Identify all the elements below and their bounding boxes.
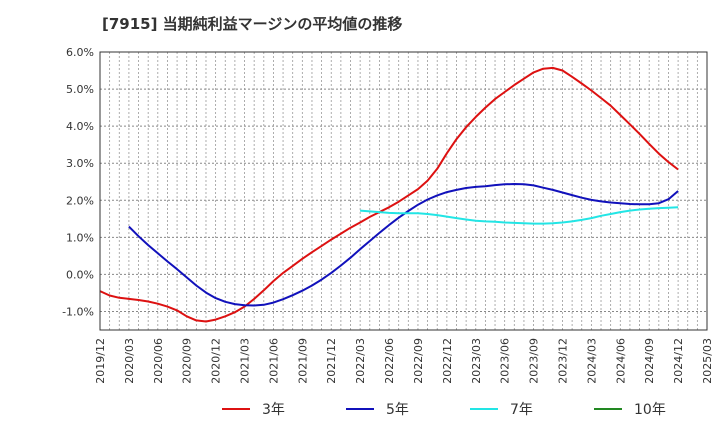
- x-tick-label: 2021/12: [325, 338, 338, 384]
- x-tick-label: 2020/06: [152, 338, 165, 384]
- x-tick-label: 2024/09: [643, 338, 656, 384]
- legend-label: 5年: [386, 402, 409, 418]
- legend-label: 10年: [634, 402, 666, 418]
- x-tick-label: 2022/09: [412, 338, 425, 384]
- y-tick-label: 0.0%: [66, 268, 94, 281]
- chart-title: [7915] 当期純利益マージンの平均値の推移: [102, 15, 403, 33]
- legend-label: 3年: [262, 402, 285, 418]
- x-tick-label: 2021/09: [296, 338, 309, 384]
- x-tick-label: 2020/12: [210, 338, 223, 384]
- x-tick-label: 2022/06: [383, 338, 396, 384]
- x-tick-label: 2022/12: [441, 338, 454, 384]
- x-tick-label: 2024/06: [614, 338, 627, 384]
- plot-border: [99, 51, 708, 331]
- x-tick-label: 2022/03: [354, 338, 367, 384]
- y-tick-label: -1.0%: [62, 305, 94, 318]
- x-axis-ticks: 2019/12 2020/03 2020/06 2020/09 2020/12 2021/…: [94, 338, 714, 384]
- x-tick-label: 2020/09: [181, 338, 194, 384]
- x-tick-label: 2023/03: [470, 338, 483, 384]
- y-tick-label: 6.0%: [66, 46, 94, 59]
- y-axis-ticks: 6.0% 5.0% 4.0% 3.0% 2.0% 1.0% 0.0% -1.0%: [62, 46, 94, 318]
- y-tick-label: 2.0%: [66, 194, 94, 207]
- x-tick-label: 2023/06: [499, 338, 512, 384]
- x-tick-label: 2024/12: [672, 338, 685, 384]
- legend: 3年 5年 7年 10年: [222, 402, 666, 418]
- x-tick-label: 2019/12: [94, 338, 107, 384]
- y-tick-label: 4.0%: [66, 120, 94, 133]
- plot-area: [100, 52, 707, 330]
- y-tick-label: 1.0%: [66, 231, 94, 244]
- x-tick-label: 2025/03: [701, 338, 714, 384]
- legend-label: 7年: [510, 402, 533, 418]
- series-line-7年: [360, 206, 679, 225]
- series-line-3年: [99, 66, 679, 323]
- x-tick-label: 2020/03: [123, 338, 136, 384]
- x-tick-label: 2023/12: [556, 338, 569, 384]
- x-tick-label: 2024/03: [585, 338, 598, 384]
- y-tick-label: 3.0%: [66, 157, 94, 170]
- x-tick-label: 2021/06: [267, 338, 280, 384]
- x-tick-label: 2021/03: [239, 338, 252, 384]
- y-tick-label: 5.0%: [66, 83, 94, 96]
- series-line-5年: [128, 183, 679, 307]
- series-lines: [99, 66, 679, 323]
- x-tick-label: 2023/09: [528, 338, 541, 384]
